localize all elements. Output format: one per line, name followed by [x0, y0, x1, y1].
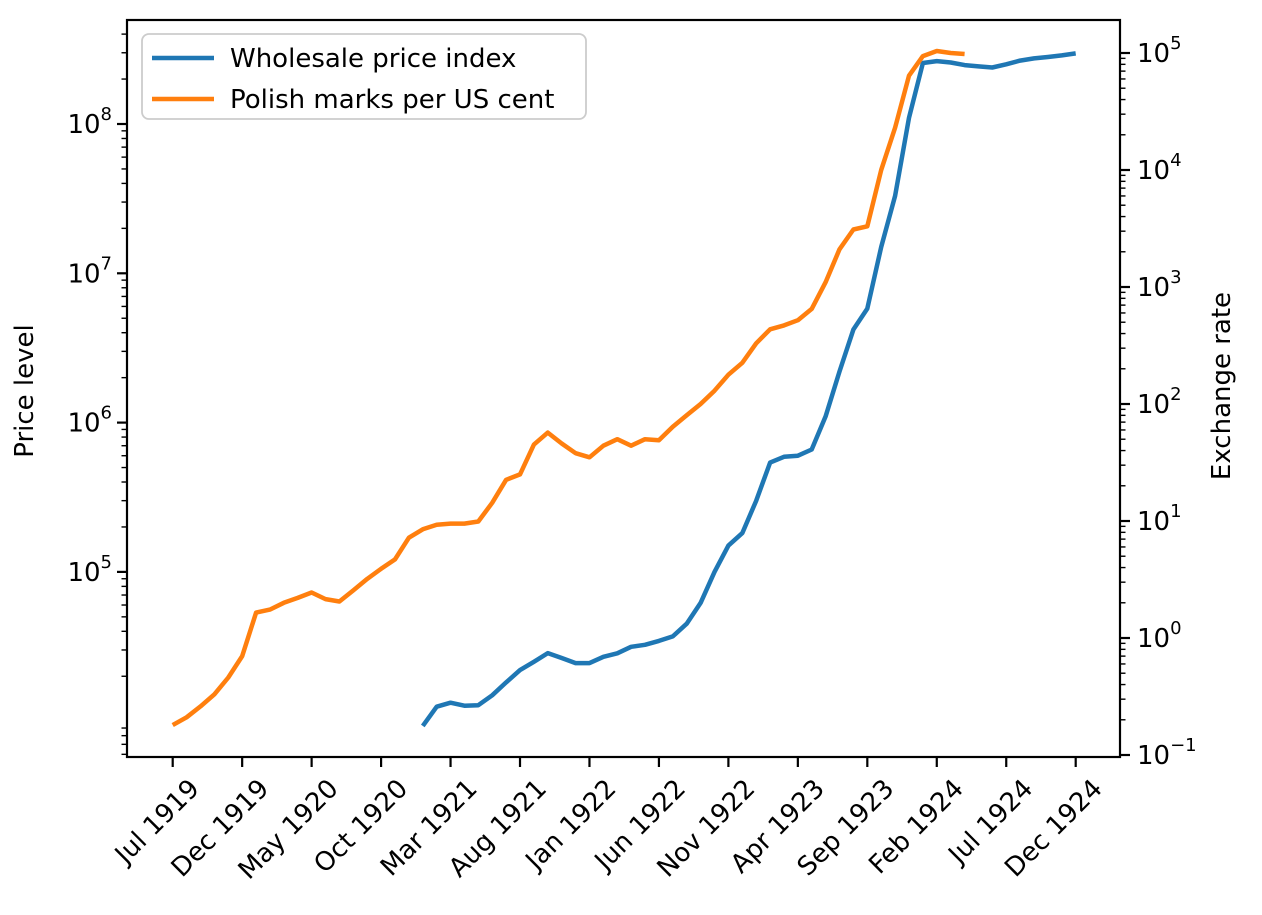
legend-label-polish-marks: Polish marks per US cent [230, 85, 554, 115]
y-axis-label-right: Exchange rate [1207, 292, 1237, 480]
left-tick-label: 106 [67, 403, 112, 439]
right-tick-label: 105 [1137, 33, 1182, 69]
series-line-polish-marks-per-us-cent [171, 48, 965, 728]
left-axis-ticks [117, 33, 127, 756]
right-tick-label: 104 [1137, 150, 1182, 186]
legend-box [141, 33, 587, 120]
series-line-wholesale-price-index [420, 51, 1077, 728]
right-tick-label: 101 [1137, 501, 1182, 537]
legend-label-wholesale-price-index: Wholesale price index [230, 44, 516, 74]
plot-frame [125, 18, 1122, 759]
series-lines [171, 48, 1077, 728]
left-axis-tick-labels: 105 106 107 108 [67, 104, 112, 588]
right-tick-label: 10−1 [1137, 735, 1197, 771]
legend: Wholesale price index Polish marks per U… [141, 33, 587, 120]
right-tick-label: 103 [1137, 267, 1182, 303]
right-axis-tick-labels: 10−1 100 101 102 103 104 105 [1137, 33, 1197, 771]
right-tick-label: 100 [1137, 618, 1182, 654]
left-tick-label: 108 [67, 104, 112, 140]
left-tick-label: 107 [67, 253, 112, 289]
left-tick-label: 105 [67, 552, 112, 588]
right-tick-label: 102 [1137, 384, 1182, 420]
y-axis-label-left: Price level [10, 324, 40, 458]
right-axis-ticks [1120, 51, 1130, 757]
x-axis-ticks [171, 757, 1077, 767]
